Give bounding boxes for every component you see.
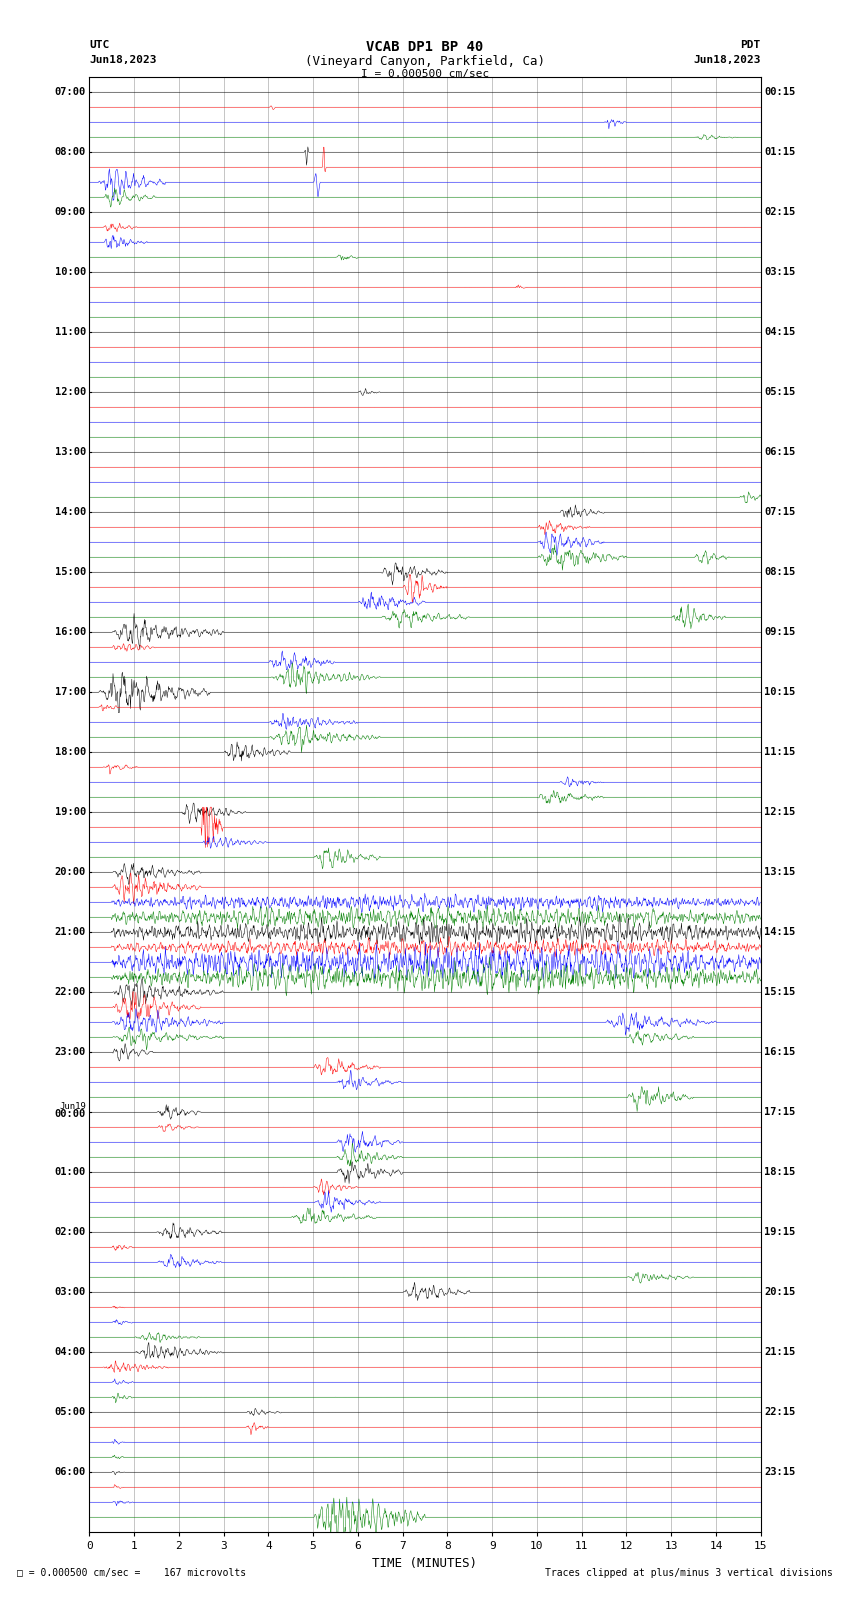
Text: 10:00: 10:00	[54, 268, 86, 277]
Text: 04:15: 04:15	[764, 327, 796, 337]
Text: 12:00: 12:00	[54, 387, 86, 397]
Text: 01:15: 01:15	[764, 147, 796, 158]
Text: 09:00: 09:00	[54, 208, 86, 218]
Text: 12:15: 12:15	[764, 808, 796, 818]
Text: 08:00: 08:00	[54, 147, 86, 158]
Text: Jun18,2023: Jun18,2023	[89, 55, 156, 65]
Text: 19:00: 19:00	[54, 808, 86, 818]
Text: 22:15: 22:15	[764, 1408, 796, 1418]
Text: (Vineyard Canyon, Parkfield, Ca): (Vineyard Canyon, Parkfield, Ca)	[305, 55, 545, 68]
Text: 09:15: 09:15	[764, 627, 796, 637]
Text: Jun18,2023: Jun18,2023	[694, 55, 761, 65]
Text: 06:00: 06:00	[54, 1468, 86, 1478]
Text: 16:00: 16:00	[54, 627, 86, 637]
Text: 23:15: 23:15	[764, 1468, 796, 1478]
Text: 17:15: 17:15	[764, 1108, 796, 1118]
Text: 04:00: 04:00	[54, 1347, 86, 1358]
Text: 02:15: 02:15	[764, 208, 796, 218]
Text: 01:00: 01:00	[54, 1168, 86, 1177]
Text: UTC: UTC	[89, 40, 110, 50]
Text: 08:15: 08:15	[764, 568, 796, 577]
Text: 06:15: 06:15	[764, 447, 796, 458]
Text: 03:00: 03:00	[54, 1287, 86, 1297]
Text: Traces clipped at plus/minus 3 vertical divisions: Traces clipped at plus/minus 3 vertical …	[545, 1568, 833, 1578]
Text: 19:15: 19:15	[764, 1227, 796, 1237]
Text: Jun19: Jun19	[59, 1102, 86, 1111]
Text: VCAB DP1 BP 40: VCAB DP1 BP 40	[366, 40, 484, 55]
Text: 07:15: 07:15	[764, 508, 796, 518]
Text: 02:00: 02:00	[54, 1227, 86, 1237]
Text: 13:15: 13:15	[764, 868, 796, 877]
Text: 15:00: 15:00	[54, 568, 86, 577]
Text: 10:15: 10:15	[764, 687, 796, 697]
Text: I = 0.000500 cm/sec: I = 0.000500 cm/sec	[361, 69, 489, 79]
Text: 20:15: 20:15	[764, 1287, 796, 1297]
Text: 23:00: 23:00	[54, 1047, 86, 1058]
Text: 21:00: 21:00	[54, 927, 86, 937]
Text: 00:00: 00:00	[54, 1108, 86, 1119]
Text: 22:00: 22:00	[54, 987, 86, 997]
Text: 05:15: 05:15	[764, 387, 796, 397]
Text: 15:15: 15:15	[764, 987, 796, 997]
X-axis label: TIME (MINUTES): TIME (MINUTES)	[372, 1557, 478, 1569]
Text: 11:00: 11:00	[54, 327, 86, 337]
Text: 07:00: 07:00	[54, 87, 86, 97]
Text: 16:15: 16:15	[764, 1047, 796, 1058]
Text: 17:00: 17:00	[54, 687, 86, 697]
Text: 18:00: 18:00	[54, 747, 86, 758]
Text: 14:00: 14:00	[54, 508, 86, 518]
Text: 05:00: 05:00	[54, 1408, 86, 1418]
Text: 18:15: 18:15	[764, 1168, 796, 1177]
Text: 20:00: 20:00	[54, 868, 86, 877]
Text: 11:15: 11:15	[764, 747, 796, 758]
Text: 03:15: 03:15	[764, 268, 796, 277]
Text: 00:15: 00:15	[764, 87, 796, 97]
Text: 21:15: 21:15	[764, 1347, 796, 1358]
Text: □ = 0.000500 cm/sec =    167 microvolts: □ = 0.000500 cm/sec = 167 microvolts	[17, 1568, 246, 1578]
Text: 14:15: 14:15	[764, 927, 796, 937]
Text: PDT: PDT	[740, 40, 761, 50]
Text: 13:00: 13:00	[54, 447, 86, 458]
